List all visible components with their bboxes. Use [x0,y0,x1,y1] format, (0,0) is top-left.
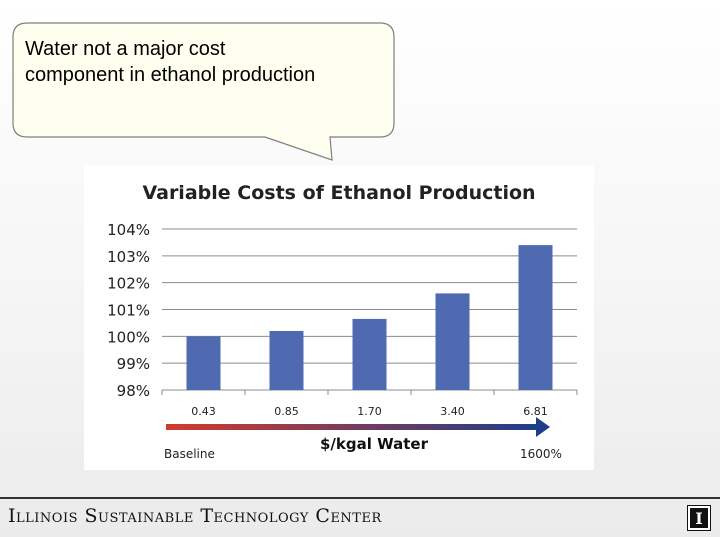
logo-letter: I [695,509,702,528]
university-logo-icon: I [687,505,711,531]
bar [518,245,553,390]
chart-panel: 98% 99% 100% 101% 102% 103% 104% 0.43 0.85 1.70 3.… [84,165,594,470]
x-axis-label: $/kgal Water [320,435,428,453]
x-tick-label: 0.43 [191,405,216,418]
x-tick-label: 6.81 [523,405,548,418]
x-tick-label: 3.40 [440,405,465,418]
chart-title: Variable Costs of Ethanol Production [142,182,536,204]
bar [269,330,304,390]
scale-arrow-head [536,417,550,437]
callout-line-2: component in ethanol production [25,64,316,86]
callout-bubble [12,22,395,161]
y-tick-label: 102% [107,275,150,293]
callout-shape [12,22,395,161]
y-tick-label: 104% [107,221,150,239]
x-tick-label: 1.70 [357,405,382,418]
bar [435,293,470,390]
scale-arrow-shaft [166,424,538,430]
y-tick-label: 98% [117,382,150,400]
y-tick-label: 99% [117,355,150,373]
bar [352,318,387,390]
baseline-annotation: Baseline [164,447,215,461]
bar-chart: 98% 99% 100% 101% 102% 103% 104% 0.43 0.85 1.70 3.… [107,221,578,437]
callout-text: Water not a major cost component in etha… [25,36,390,88]
footer-title: Illinois Sustainable Technology Center [8,505,382,527]
y-tick-label: 103% [107,248,150,266]
end-annotation: 1600% [520,447,562,461]
x-tick-label: 0.85 [274,405,299,418]
y-tick-label: 100% [107,328,150,346]
footer-divider [0,497,720,499]
callout-line-1: Water not a major cost [25,38,226,60]
bar [186,336,221,390]
y-tick-label: 101% [107,302,150,320]
